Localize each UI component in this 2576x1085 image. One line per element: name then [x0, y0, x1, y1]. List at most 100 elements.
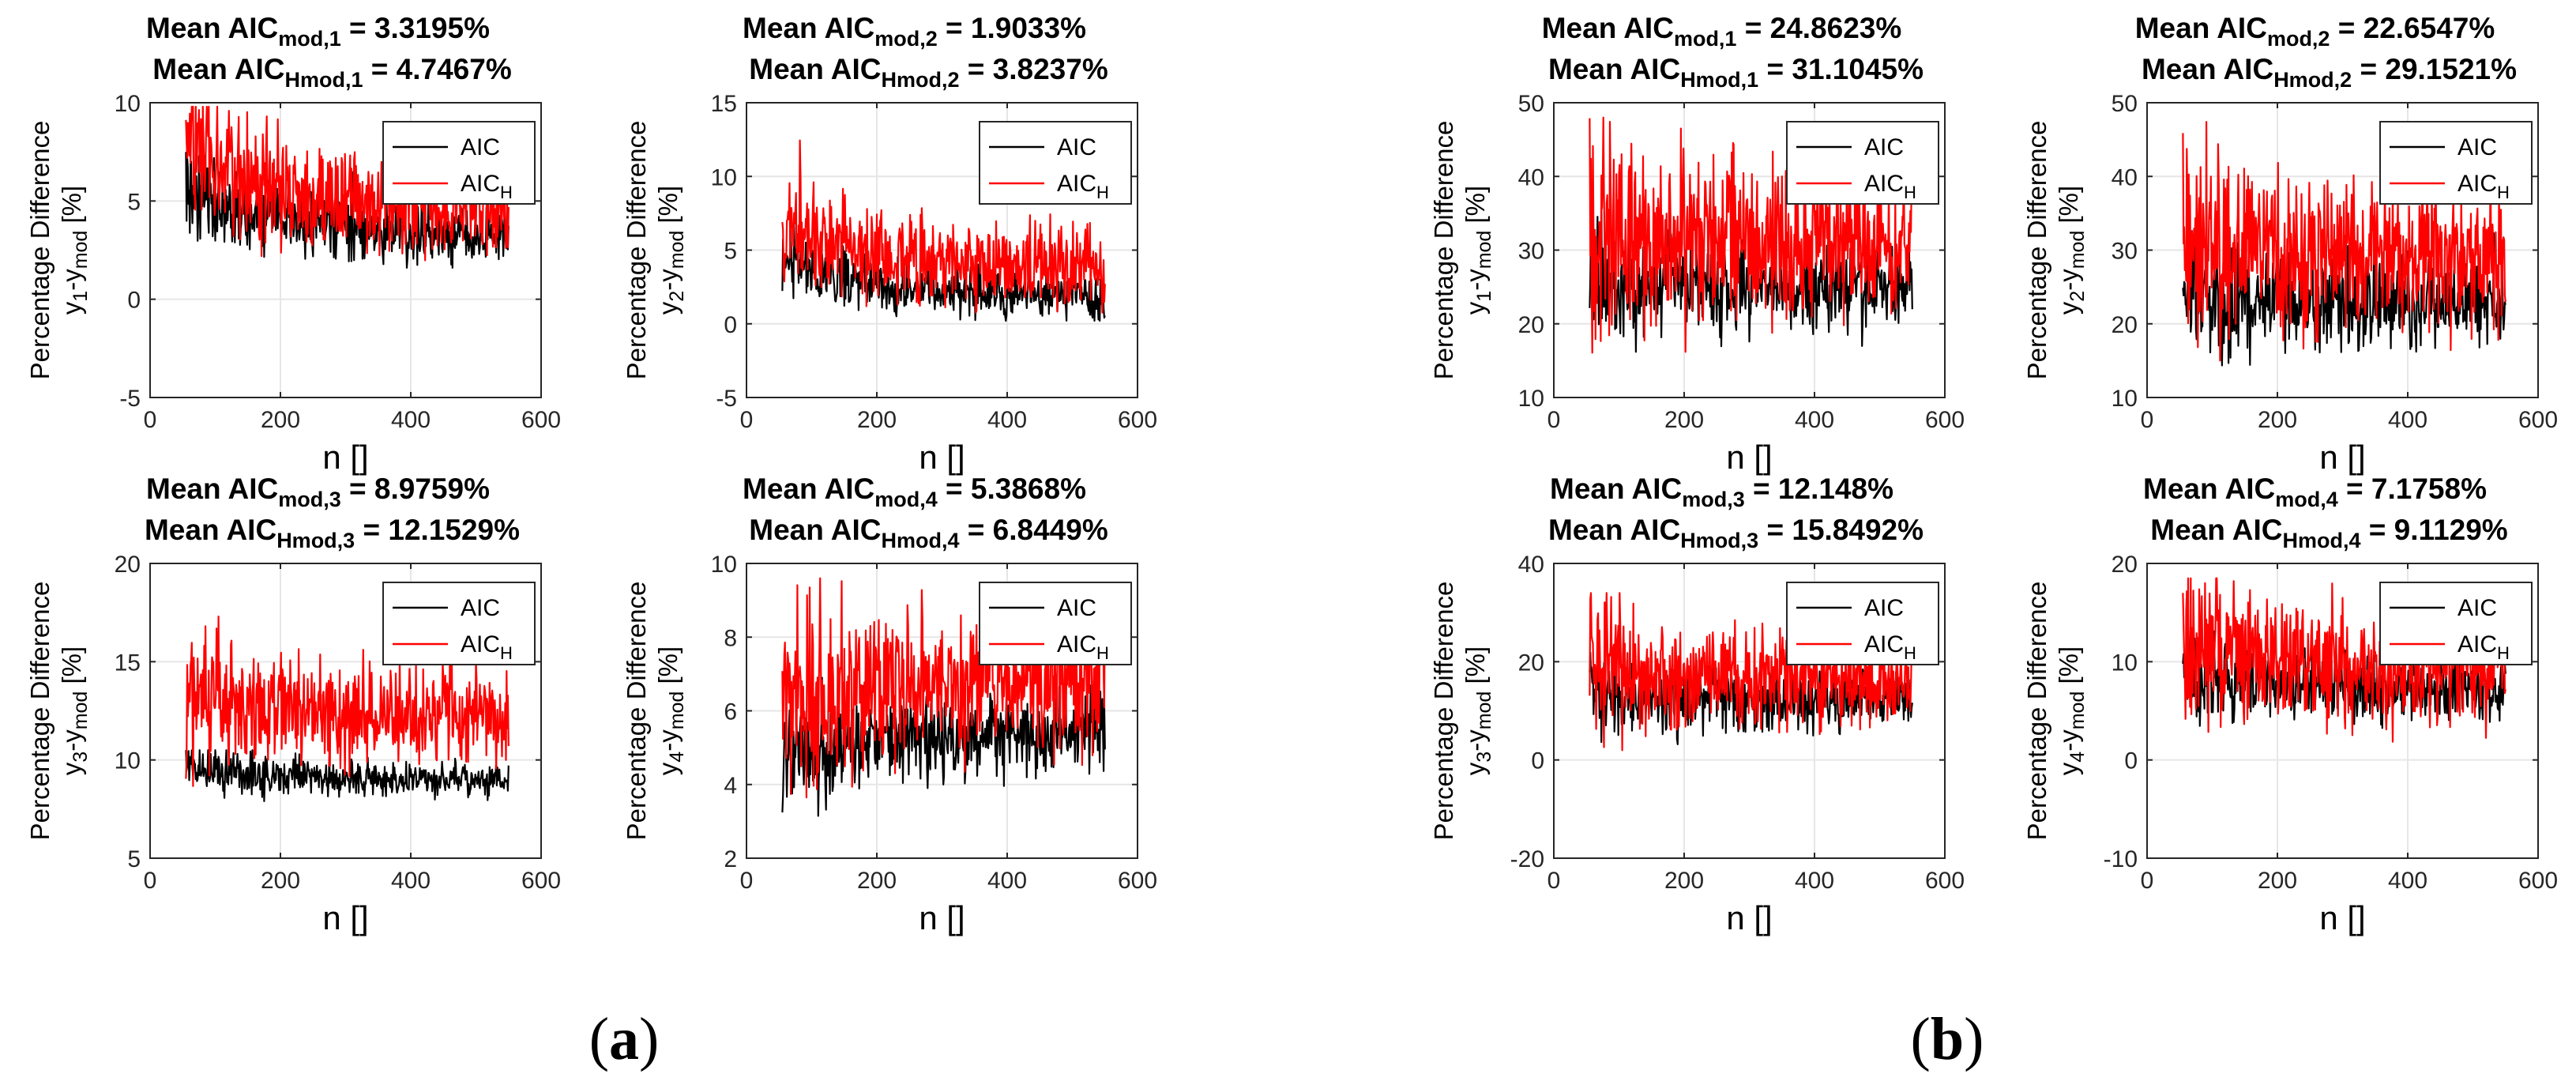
legend-label-text: AIC — [461, 595, 500, 621]
x-tick-label: 0 — [1547, 868, 1561, 894]
x-tick-label: 600 — [1925, 407, 1965, 433]
series-line-aic-h — [185, 615, 510, 787]
chart-title-line-2: Mean AICHmod,2 = 29.1521% — [2142, 53, 2517, 92]
chart-title-line-2: Mean AICHmod,4 = 9.1129% — [2150, 514, 2507, 552]
title-value: = 3.8237% — [960, 53, 1108, 85]
y-axis-label-top: Percentage Difference — [2022, 121, 2051, 380]
legend-label-text: AIC — [1057, 171, 1096, 197]
x-tick-label: 600 — [2518, 868, 2558, 894]
y-label-mod-subscript: mod — [666, 231, 688, 269]
title-prefix: Mean AIC — [1550, 473, 1682, 505]
x-tick-label: 0 — [2141, 868, 2154, 894]
y-tick-label: 40 — [2112, 164, 2138, 190]
legend-label-text: AIC — [2458, 595, 2497, 621]
y-label-y: y — [57, 301, 86, 315]
y-tick-label: 15 — [115, 650, 141, 676]
legend-label-aic: AIC — [1057, 134, 1096, 160]
x-tick-label: 600 — [521, 868, 561, 894]
legend-box — [1786, 582, 1939, 665]
series-line-aic-h — [781, 139, 1106, 314]
y-axis-label-top: Percentage Difference — [25, 582, 55, 841]
legend-label-aic-h: AICH — [461, 171, 513, 202]
panel-label-b-open: ( — [1911, 1006, 1931, 1072]
y-tick-label: 20 — [2112, 552, 2138, 578]
x-tick-label: 200 — [1664, 868, 1704, 894]
y-tick-label: 10 — [2112, 386, 2138, 412]
y-label-minus-y: -y — [1461, 729, 1490, 752]
y-tick-label: 50 — [1518, 91, 1544, 117]
y-label-mod-subscript: mod — [666, 691, 688, 730]
x-tick-label: 0 — [1547, 407, 1561, 433]
y-tick-label: -5 — [119, 386, 141, 412]
title-prefix: Mean AIC — [2142, 53, 2273, 85]
x-tick-label: 400 — [2388, 407, 2427, 433]
title-value: = 29.1521% — [2352, 53, 2517, 85]
panel-label-b-letter: b — [1931, 1006, 1964, 1072]
legend-label-aic-h: AICH — [2458, 171, 2510, 202]
title-value: = 1.9033% — [938, 12, 1086, 44]
x-axis-label: n [] — [919, 439, 965, 476]
y-tick-label: 20 — [115, 552, 141, 578]
x-tick-label: 200 — [857, 407, 897, 433]
legend-box — [979, 582, 1132, 665]
axes-box — [149, 563, 542, 859]
y-label-unit: [%] — [57, 646, 86, 691]
y-axis-label-expression: y4-ymod [%] — [2054, 646, 2089, 775]
title-subscript: Hmod,3 — [1680, 529, 1758, 552]
legend-label-aic: AIC — [461, 595, 500, 621]
x-tick-label: 200 — [857, 868, 897, 894]
y-tick-label: 30 — [2112, 239, 2138, 265]
y-tick-label: 5 — [127, 189, 141, 215]
y-tick-label: 30 — [1518, 239, 1544, 265]
y-label-subscript: 2 — [666, 291, 688, 302]
x-axis-label: n [] — [322, 439, 368, 476]
y-tick-label: 5 — [724, 239, 737, 265]
legend-box — [979, 121, 1132, 205]
title-prefix: Mean AIC — [2143, 473, 2275, 505]
y-label-unit: [%] — [1461, 186, 1490, 231]
title-value: = 4.7467% — [363, 53, 512, 85]
y-label-unit: [%] — [2054, 186, 2083, 231]
legend-label-aic: AIC — [461, 134, 500, 160]
y-label-subscript: 1 — [70, 291, 92, 302]
x-tick-label: 0 — [740, 868, 754, 894]
chart-title-line-1: Mean AICmod,4 = 5.3868% — [743, 473, 1086, 511]
x-tick-label: 0 — [144, 407, 157, 433]
chart-title-line-1: Mean AICmod,4 = 7.1758% — [2143, 473, 2487, 511]
y-label-y: y — [1461, 301, 1490, 315]
title-prefix: Mean AIC — [146, 12, 278, 44]
series-line-aic-h — [1589, 116, 1913, 354]
x-tick-label: 400 — [2388, 868, 2427, 894]
y-tick-label: 0 — [724, 312, 737, 338]
title-subscript: mod,4 — [874, 488, 938, 511]
title-value: = 5.3868% — [938, 473, 1086, 505]
y-axis-label-expression: y1-ymod [%] — [1461, 186, 1495, 315]
y-label-minus-y: -y — [653, 729, 683, 752]
legend-label-text: AIC — [461, 171, 500, 197]
title-prefix: Mean AIC — [145, 514, 276, 546]
title-value: = 12.148% — [1745, 473, 1893, 505]
y-axis-label-top: Percentage Difference — [622, 121, 651, 380]
y-label-unit: [%] — [2054, 646, 2083, 691]
title-prefix: Mean AIC — [2135, 12, 2267, 44]
y-label-subscript: 3 — [70, 752, 92, 763]
x-axis-label: n [] — [2319, 899, 2365, 936]
y-label-mod-subscript: mod — [1473, 691, 1495, 730]
chart-title-line-1: Mean AICmod,2 = 22.6547% — [2135, 12, 2495, 51]
y-axis-label-expression: y2-ymod [%] — [653, 186, 688, 315]
y-label-subscript: 4 — [666, 752, 688, 763]
panel-label-b-close: ) — [1964, 1006, 1984, 1072]
legend-label-aic: AIC — [1864, 595, 1904, 621]
chart-title-line-1: Mean AICmod,1 = 3.3195% — [146, 12, 490, 51]
legend-label-subscript: H — [1904, 183, 1916, 202]
y-tick-label: 40 — [1518, 552, 1544, 578]
x-tick-label: 400 — [1795, 868, 1834, 894]
y-tick-label: 40 — [1518, 164, 1544, 190]
y-tick-label: 6 — [724, 699, 737, 725]
chart-title-line-1: Mean AICmod,3 = 12.148% — [1550, 473, 1893, 511]
legend-label-text: AIC — [461, 631, 500, 657]
